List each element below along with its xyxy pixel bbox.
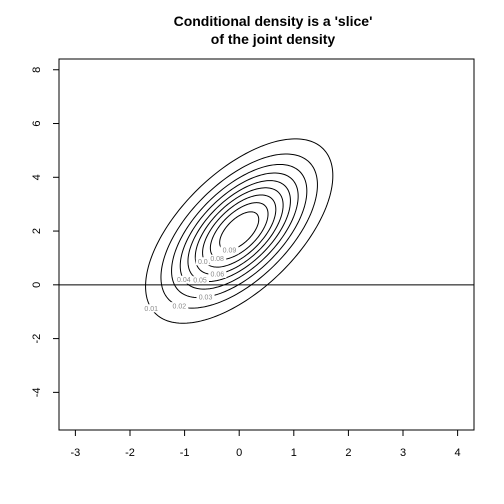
x-tick-label: 3 <box>400 447 406 459</box>
contour-label-bg <box>142 304 161 313</box>
x-tick-label: -2 <box>125 447 135 459</box>
contour-label-0.02: 0.02 <box>173 304 187 311</box>
contour-label-0.09: 0.09 <box>223 248 237 255</box>
contour-label-bg <box>174 275 193 284</box>
contour-label-bg <box>196 293 215 302</box>
contour-line-0.08 <box>209 202 269 260</box>
x-tick-label: 4 <box>455 447 461 459</box>
x-tick-label: 0 <box>236 447 242 459</box>
contour-label-bg <box>208 269 227 278</box>
x-tick-label: -1 <box>180 447 190 459</box>
contour-label-0.08: 0.08 <box>210 256 224 263</box>
contour-line-0.06 <box>194 187 284 275</box>
y-tick-label: 6 <box>31 120 43 126</box>
x-axis: -3 -2 -1 0 1 2 3 4 <box>70 429 461 459</box>
contour-line-0.01 <box>145 138 334 324</box>
contour-line-0.09 <box>219 211 260 251</box>
contour-line-0.05 <box>187 180 291 282</box>
contour-label-0.07: 0.07 <box>198 259 212 266</box>
contour-label-bg <box>191 276 210 285</box>
contour-line-0.02 <box>160 153 318 309</box>
y-tick-label: 8 <box>31 67 43 73</box>
contour-line-0.03 <box>171 163 308 299</box>
contour-label-bg <box>170 302 189 311</box>
y-tick-label: -2 <box>31 334 43 344</box>
contour-label-0.05: 0.05 <box>193 278 207 285</box>
chart-title-line-1: Conditional density is a 'slice' <box>174 13 373 29</box>
contour-label-bg <box>208 254 227 263</box>
contour-line-0.04 <box>179 172 299 290</box>
contour-label-bg <box>220 246 239 255</box>
contour-line-0.07 <box>202 194 277 268</box>
x-tick-label: -3 <box>70 447 80 459</box>
x-tick-label: 2 <box>345 447 351 459</box>
plot-box <box>58 58 475 431</box>
y-tick-label: 4 <box>31 174 43 180</box>
contours-group <box>145 138 334 324</box>
y-tick-label: 2 <box>31 228 43 234</box>
contour-label-0.03: 0.03 <box>199 295 213 302</box>
chart-title-line-2: of the joint density <box>211 31 336 47</box>
y-axis: -4 -2 0 2 4 6 8 <box>31 67 60 397</box>
x-tick-label: 1 <box>291 447 297 459</box>
contour-label-0.06: 0.06 <box>211 271 225 278</box>
contour-label-0.01: 0.01 <box>144 306 158 313</box>
contour-label-0.04: 0.04 <box>177 277 191 284</box>
y-tick-label: -4 <box>31 387 43 397</box>
contour-label-bg <box>195 257 214 266</box>
y-tick-label: 0 <box>31 282 43 288</box>
contour-labels-group: 0.01 0.02 0.03 0.04 0.05 0.06 0.070.080.09 <box>142 246 239 313</box>
